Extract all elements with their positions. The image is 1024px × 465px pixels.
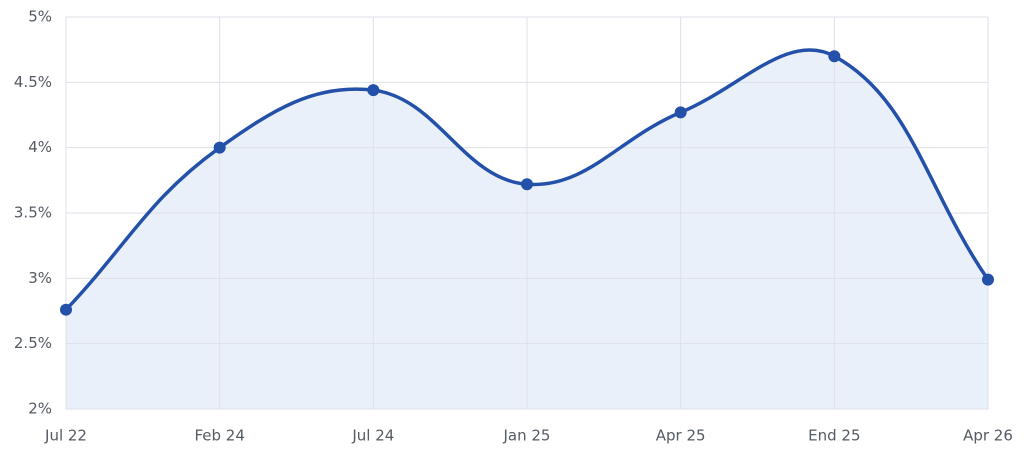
point <box>60 303 72 316</box>
point <box>367 84 380 97</box>
x-tick-label: Apr 25 <box>656 427 706 445</box>
point <box>828 50 841 63</box>
y-tick-label: 3% <box>28 269 52 287</box>
point <box>213 141 226 154</box>
y-tick-label: 4% <box>28 138 52 156</box>
point <box>521 178 533 191</box>
x-tick-label: Feb 24 <box>194 427 244 445</box>
point <box>982 273 994 286</box>
point <box>674 106 687 119</box>
grid <box>65 16 989 410</box>
y-tick-label: 4.5% <box>14 73 52 91</box>
x-tick-label: End 25 <box>808 427 860 445</box>
x-tick-label: Jul 22 <box>44 427 87 445</box>
x-tick-label: Apr 26 <box>963 427 1013 445</box>
y-tick-label: 3.5% <box>14 204 52 222</box>
x-tick-label: Jan 25 <box>503 427 551 445</box>
x-tick-label: Jul 24 <box>351 427 394 445</box>
y-tick-label: 2% <box>28 400 52 418</box>
y-tick-label: 2.5% <box>14 334 52 352</box>
y-tick-label: 5% <box>28 8 52 26</box>
